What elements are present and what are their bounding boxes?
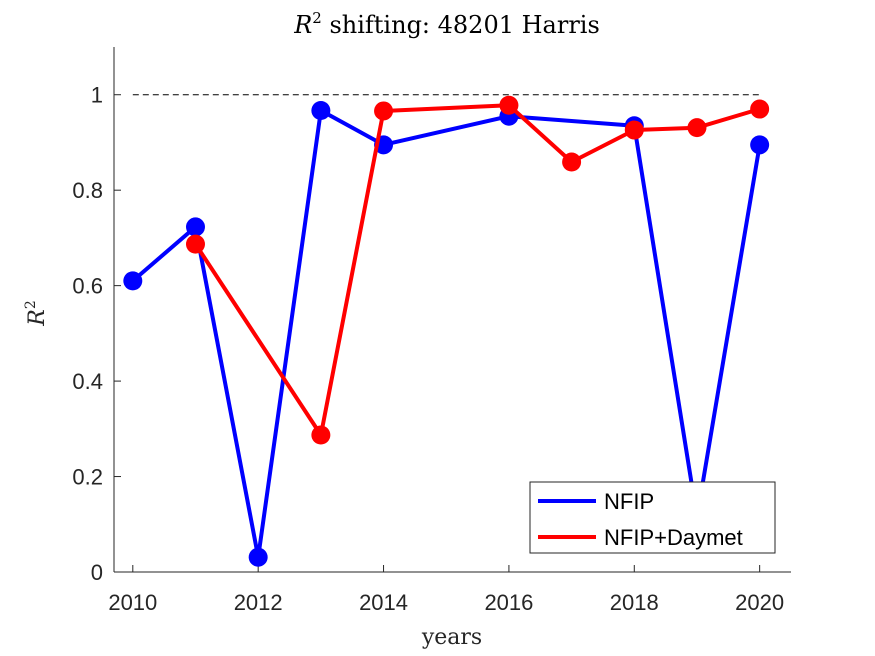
data-point-nfip bbox=[311, 100, 331, 120]
tick-layer: 2010 2012 2014 2016 2018 2020 0 0.2 0.4 0.6 0.8 1 bbox=[72, 83, 784, 615]
y-tick-label: 0.2 bbox=[72, 465, 103, 490]
data-point-nfip-daymet bbox=[624, 120, 644, 140]
y-tick-label: 0.8 bbox=[72, 178, 103, 203]
title-r: R bbox=[293, 11, 312, 39]
legend: NFIP NFIP+Daymet bbox=[529, 481, 776, 554]
y-tick-label: 1 bbox=[91, 83, 103, 108]
x-tick-label: 2018 bbox=[610, 590, 659, 615]
series-line-nfip-daymet bbox=[193, 103, 761, 437]
title-rest: shifting: 48201 Harris bbox=[322, 11, 600, 39]
y-tick-label: 0.6 bbox=[72, 274, 103, 299]
data-point-nfip bbox=[248, 547, 268, 567]
chart-title: R2 shifting: 48201 Harris bbox=[293, 9, 600, 39]
title-superscript: 2 bbox=[312, 9, 322, 27]
y-tick-label: 0.4 bbox=[72, 369, 103, 394]
data-point-nfip-daymet bbox=[185, 234, 205, 254]
data-point-nfip-daymet bbox=[562, 152, 582, 172]
x-tick-label: 2010 bbox=[108, 590, 157, 615]
data-point-nfip-daymet bbox=[499, 95, 519, 115]
legend-label-nfip-daymet: NFIP+Daymet bbox=[604, 525, 743, 550]
y-tick-label: 0 bbox=[91, 560, 103, 585]
y-axis-label: R2 bbox=[23, 300, 50, 327]
legend-label-nfip: NFIP bbox=[604, 489, 654, 514]
data-point-nfip-daymet bbox=[687, 118, 707, 138]
y-axis-label-r: R bbox=[25, 309, 50, 327]
data-point-nfip bbox=[750, 135, 770, 155]
legend-box bbox=[529, 481, 776, 554]
axes bbox=[113, 47, 791, 573]
y-axis-label-superscript: 2 bbox=[23, 300, 39, 309]
x-tick-label: 2020 bbox=[735, 590, 784, 615]
x-tick-label: 2012 bbox=[234, 590, 283, 615]
x-tick-label: 2016 bbox=[484, 590, 533, 615]
series-layer bbox=[123, 95, 770, 567]
series-nfip-daymet bbox=[185, 95, 770, 445]
data-point-nfip bbox=[185, 217, 205, 237]
data-point-nfip-daymet bbox=[750, 99, 770, 119]
x-axis-label: years bbox=[421, 625, 482, 650]
data-point-nfip-daymet bbox=[311, 425, 331, 445]
x-tick-label: 2014 bbox=[359, 590, 408, 615]
data-point-nfip-daymet bbox=[374, 101, 394, 121]
data-point-nfip bbox=[123, 271, 143, 291]
